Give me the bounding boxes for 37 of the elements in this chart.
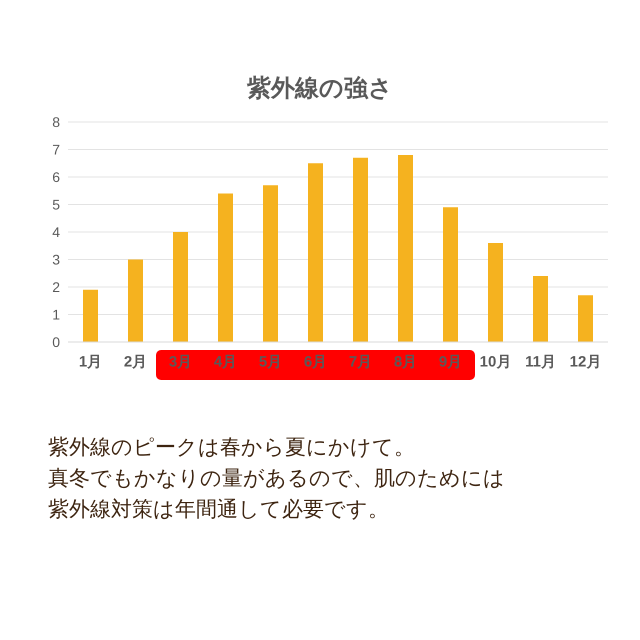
text: 紫外線対策は年間通して必要です。 (48, 496, 390, 523)
bar (578, 295, 593, 342)
x-tick-label: 1月 (78, 354, 102, 371)
x-tick-label: 10月 (480, 354, 512, 371)
x-tick-label: 12月 (570, 354, 602, 371)
x-tick-label: 5月 (258, 354, 282, 371)
text: 紫外線のピークは春から夏にかけて。 (48, 434, 416, 461)
y-tick-label: 1 (52, 306, 60, 322)
chart-title: 紫外線の強さ (246, 74, 394, 104)
y-tick-label: 0 (52, 334, 60, 350)
bar (308, 163, 323, 342)
x-tick-label: 8月 (394, 354, 418, 371)
bar (83, 290, 98, 342)
bar (488, 243, 503, 342)
bar (263, 185, 278, 342)
bar (443, 207, 458, 342)
bar (398, 155, 413, 342)
bar (533, 276, 548, 342)
x-tick-label: 3月 (168, 354, 192, 371)
y-tick-label: 2 (52, 278, 60, 295)
x-tick-label: 4月 (214, 354, 238, 371)
bar (173, 232, 188, 342)
y-tick-label: 4 (52, 224, 60, 240)
x-tick-label: 2月 (124, 354, 148, 371)
y-tick-label: 5 (52, 196, 60, 212)
y-tick-label: 6 (52, 168, 60, 185)
bar (353, 158, 368, 342)
x-tick-label: 6月 (304, 354, 328, 371)
bar (218, 194, 233, 342)
bar (128, 260, 143, 342)
y-tick-label: 8 (52, 114, 60, 130)
y-tick-label: 7 (52, 141, 60, 158)
text: 真冬でもかなりの量があるので、肌のためには (48, 465, 506, 492)
x-tick-label: 11月 (525, 354, 556, 371)
y-tick-label: 3 (52, 251, 60, 268)
x-tick-label: 7月 (348, 354, 372, 371)
x-tick-label: 9月 (438, 354, 462, 371)
